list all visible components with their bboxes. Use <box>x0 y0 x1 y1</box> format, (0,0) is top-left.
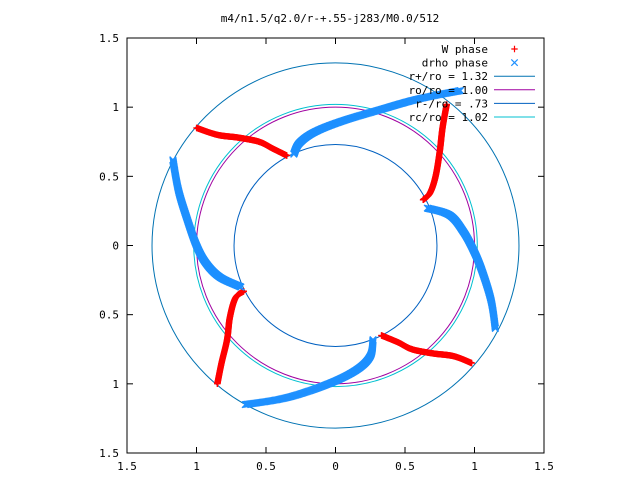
circle-2 <box>233 144 438 347</box>
point-0-2-200 <box>378 332 385 339</box>
point-1-0-240 <box>237 283 245 291</box>
x-tick-label-3: 0 <box>332 460 339 473</box>
series-0-arm-0 <box>193 124 291 159</box>
axis-ticks: 1.5 1 0.5 0 0.5 1 1.51.510.500.511.5 <box>99 32 554 473</box>
circle-0 <box>151 62 520 429</box>
x-tick-label-6: 1.5 <box>534 460 554 473</box>
y-tick-label-5: 1 <box>112 101 119 114</box>
point-0-0-200 <box>283 152 291 159</box>
y-tick-label-4: 0.5 <box>99 170 119 183</box>
x-tick-label-2: 0.5 <box>256 460 276 473</box>
series-1 <box>169 86 499 409</box>
phase-markers <box>169 86 499 409</box>
legend-swatch-0 <box>511 45 518 53</box>
series-1-arm-1 <box>290 86 465 158</box>
point-1-2-240 <box>423 204 431 212</box>
series-0-arm-3 <box>214 287 247 388</box>
series-1-arm-0 <box>169 156 245 291</box>
x-tick-label-4: 0.5 <box>395 460 415 473</box>
circle-3 <box>193 103 478 388</box>
y-tick-label-2: 0.5 <box>99 309 119 322</box>
x-tick-label-1: 1 <box>193 460 200 473</box>
x-tick-label-0: 1.5 <box>117 460 137 473</box>
legend-label-1: drho phase <box>422 57 488 70</box>
point-1-1-240 <box>290 150 298 158</box>
legend-label-3: ro/ro = 1.00 <box>409 84 488 97</box>
series-0-arm-2 <box>378 332 475 367</box>
chart-title: m4/n1.5/q2.0/r-+.55-j283/M0.0/512 <box>221 12 440 25</box>
series-0-arm-1 <box>419 101 450 204</box>
circle-1 <box>196 106 475 385</box>
series-0 <box>193 101 475 388</box>
legend-label-2: r+/ro = 1.32 <box>409 70 488 83</box>
y-tick-label-3: 0 <box>112 240 119 253</box>
legend-label-0: W phase <box>442 43 488 56</box>
point-0-1-200 <box>419 196 427 204</box>
y-tick-label-1: 1 <box>112 378 119 391</box>
series-1-arm-2 <box>423 204 499 333</box>
y-tick-label-6: 1.5 <box>99 32 119 45</box>
legend-swatch-1 <box>510 58 519 67</box>
x-tick-label-5: 1 <box>471 460 478 473</box>
series-1-arm-3 <box>241 335 377 409</box>
y-tick-label-0: 1.5 <box>99 447 119 460</box>
legend-label-4: r-/ro = .73 <box>415 97 488 110</box>
legend-label-5: rc/ro = 1.02 <box>409 111 488 124</box>
point-1-3-200 <box>369 335 377 344</box>
